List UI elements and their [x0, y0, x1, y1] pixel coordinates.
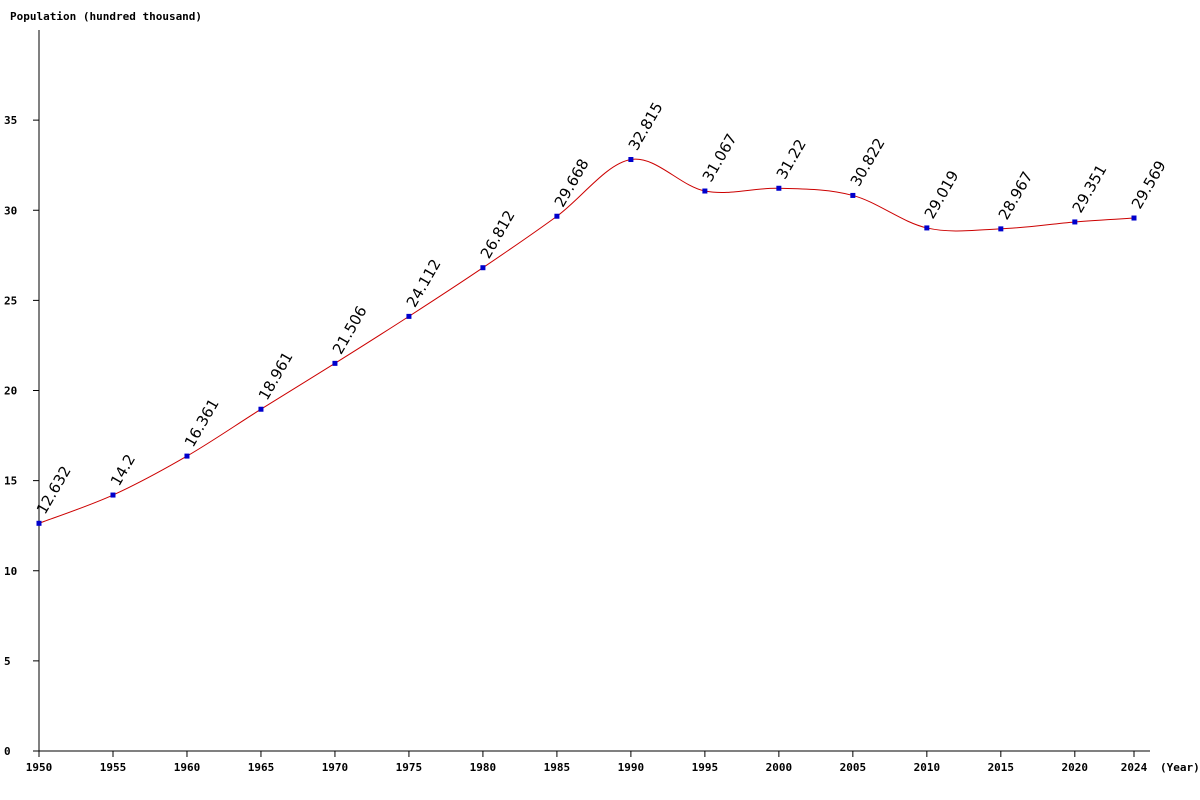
data-label: 29.019 [921, 167, 963, 221]
data-label: 28.967 [995, 168, 1037, 222]
data-label: 31.22 [773, 136, 810, 182]
x-tick-label: 2010 [914, 761, 941, 774]
x-ticks: 1950 1955 1960 1965 1970 1975 1980 1985 1990 1995… [26, 751, 1148, 774]
x-tick-label: 2000 [766, 761, 793, 774]
data-label: 32.815 [625, 99, 667, 153]
x-tick-label: 1995 [692, 761, 719, 774]
x-tick-label: 1955 [100, 761, 127, 774]
data-label: 21.506 [329, 303, 371, 357]
data-point [850, 192, 856, 198]
data-point [628, 157, 634, 163]
data-point [924, 225, 930, 231]
data-point [184, 453, 190, 459]
x-tick-label: 2020 [1062, 761, 1089, 774]
x-tick-label: 2015 [988, 761, 1015, 774]
data-point [36, 520, 42, 526]
x-tick-label: 1950 [26, 761, 53, 774]
data-point [702, 188, 708, 194]
data-points [36, 157, 1137, 526]
x-tick-label: 1970 [322, 761, 349, 774]
y-tick-label: 25 [4, 294, 17, 307]
population-line [38, 158, 1135, 524]
y-tick-label: 20 [4, 385, 17, 398]
data-label: 29.569 [1128, 158, 1170, 212]
y-tick-label: 35 [4, 114, 17, 127]
data-point [406, 313, 412, 319]
x-axis-label: (Year) [1160, 761, 1200, 774]
x-tick-label: 2005 [840, 761, 867, 774]
data-point [776, 185, 782, 191]
y-tick-label: 0 [4, 745, 11, 758]
x-tick-label: 1980 [470, 761, 497, 774]
data-point [998, 226, 1004, 232]
y-tick-label: 5 [4, 655, 11, 668]
x-tick-label: 1960 [174, 761, 201, 774]
data-label: 14.2 [107, 451, 139, 489]
y-ticks: 0 5 10 15 20 25 30 35 [4, 114, 39, 758]
x-tick-label: 1990 [618, 761, 645, 774]
data-point [554, 213, 560, 219]
data-label: 29.668 [551, 156, 593, 210]
data-label: 26.812 [477, 207, 519, 261]
data-point [480, 265, 486, 271]
y-tick-label: 10 [4, 565, 17, 578]
x-tick-label: 1965 [248, 761, 275, 774]
data-point [258, 406, 264, 412]
x-tick-label: 2024 [1121, 761, 1148, 774]
data-labels: 12.632 14.216.36118.96121.50624.11226.812… [33, 99, 1170, 517]
y-axis-label: Population (hundred thousand) [10, 10, 202, 23]
y-tick-label: 15 [4, 475, 17, 488]
data-point [1131, 215, 1137, 221]
data-label: 30.822 [847, 135, 889, 189]
data-label: 31.067 [699, 131, 741, 185]
data-label: 29.351 [1069, 161, 1111, 215]
x-tick-label: 1985 [544, 761, 571, 774]
y-tick-label: 30 [4, 204, 17, 217]
x-tick-label: 1975 [396, 761, 423, 774]
data-point [1072, 219, 1078, 225]
data-label: 16.361 [181, 396, 223, 450]
data-label: 18.961 [255, 349, 297, 403]
data-point [332, 360, 338, 366]
data-label: 24.112 [403, 256, 445, 310]
data-point [110, 492, 116, 498]
